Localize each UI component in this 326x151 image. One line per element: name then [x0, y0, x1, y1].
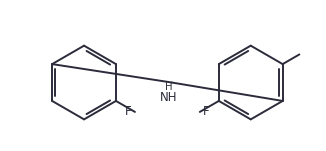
Text: F: F: [202, 105, 209, 118]
Text: H: H: [165, 82, 172, 92]
Text: NH: NH: [159, 91, 177, 104]
Text: F: F: [125, 105, 131, 118]
